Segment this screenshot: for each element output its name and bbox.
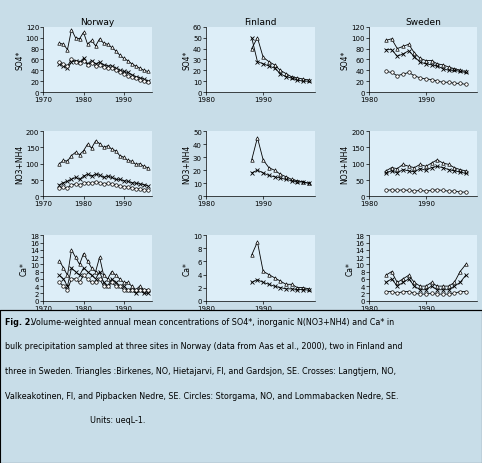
- Title: Sweden: Sweden: [405, 18, 441, 27]
- Y-axis label: NO3+NH4: NO3+NH4: [15, 145, 24, 184]
- Y-axis label: NO3+NH4: NO3+NH4: [183, 145, 191, 184]
- Y-axis label: SO4*: SO4*: [183, 50, 191, 70]
- Text: three in Sweden. Triangles :Birkenes, NO, Hietajarvi, FI, and Gardsjon, SE. Cros: three in Sweden. Triangles :Birkenes, NO…: [5, 366, 396, 375]
- Y-axis label: Ca*: Ca*: [20, 262, 29, 275]
- Y-axis label: SO4*: SO4*: [341, 50, 349, 70]
- Text: Valkeakotinen, FI, and Pipbacken Nedre, SE. Circles: Storgama, NO, and Lommaback: Valkeakotinen, FI, and Pipbacken Nedre, …: [5, 391, 398, 400]
- Text: Fig. 2.: Fig. 2.: [5, 317, 33, 326]
- Text: bulk precipitation sampled at three sites in Norway (data from Aas et al., 2000): bulk precipitation sampled at three site…: [5, 342, 402, 350]
- Title: Norway: Norway: [80, 18, 115, 27]
- Text: Units: ueqL-1.: Units: ueqL-1.: [5, 415, 145, 424]
- Text: Volume-weighted annual mean concentrations of SO4*, inorganic N(NO3+NH4) and Ca*: Volume-weighted annual mean concentratio…: [31, 317, 394, 326]
- Y-axis label: Ca*: Ca*: [183, 262, 191, 275]
- Y-axis label: NO3+NH4: NO3+NH4: [341, 145, 349, 184]
- Y-axis label: Ca*: Ca*: [345, 262, 354, 275]
- Title: Finland: Finland: [244, 18, 277, 27]
- Y-axis label: SO4*: SO4*: [15, 50, 24, 70]
